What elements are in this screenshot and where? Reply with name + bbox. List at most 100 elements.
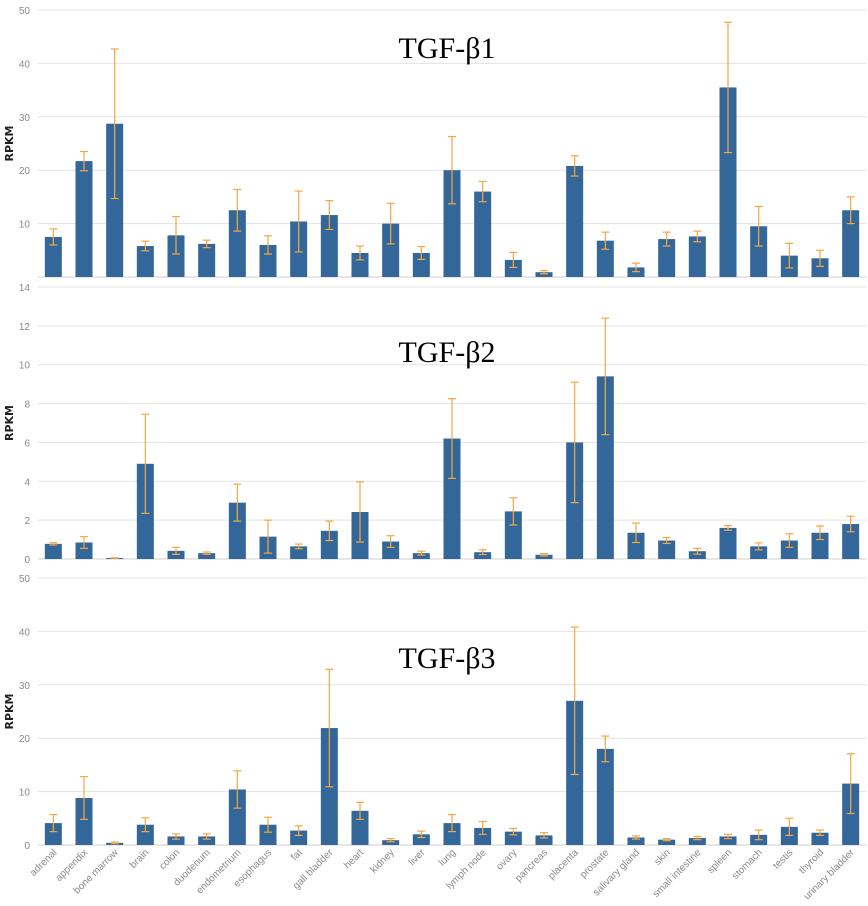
- x-tick-label: fat: [289, 847, 305, 863]
- y-tick-label: 20: [19, 734, 31, 745]
- bar-lung: [443, 170, 461, 277]
- bar-colon: [167, 836, 185, 845]
- y-tick-label: 10: [19, 361, 31, 372]
- bar-pancreas: [535, 554, 553, 559]
- bar-stomach: [750, 226, 768, 277]
- bar-small-intestine: [688, 236, 706, 277]
- bar-adrenal: [44, 543, 62, 559]
- bar-heart: [351, 810, 369, 845]
- bar-testis: [780, 540, 798, 559]
- bar-salivary-gland: [627, 532, 645, 559]
- y-tick-label: 8: [24, 400, 30, 411]
- bar-gall-bladder: [320, 215, 338, 277]
- x-tick-label: kidney: [369, 847, 397, 875]
- x-tick-label: stomach: [730, 847, 765, 882]
- bar-duodenum: [198, 553, 216, 559]
- x-tick-label: brain: [128, 847, 152, 871]
- x-tick-label: thyroid: [797, 847, 826, 876]
- bar-adrenal: [44, 236, 62, 277]
- bar-spleen: [719, 836, 737, 845]
- x-tick-label: ovary: [494, 847, 519, 872]
- bar-ovary: [504, 511, 522, 559]
- x-tick-label: placenta: [546, 847, 581, 882]
- y-tick-label: 30: [19, 681, 31, 692]
- bar-endometrium: [228, 502, 246, 559]
- bar-lymph-node: [474, 827, 492, 845]
- y-tick-label: 2: [24, 516, 30, 527]
- bar-thyroid: [811, 258, 829, 277]
- bar-spleen: [719, 87, 737, 278]
- bar-ovary: [504, 259, 522, 277]
- bar-appendix: [75, 798, 93, 845]
- bar-kidney: [382, 840, 400, 845]
- bar-esophagus: [259, 824, 277, 845]
- x-tick-label: lung: [437, 847, 458, 868]
- bar-gall-bladder: [320, 530, 338, 559]
- bar-lymph-node: [474, 552, 492, 559]
- bar-fat: [290, 830, 308, 845]
- bar-brain: [136, 824, 154, 845]
- bar-heart: [351, 252, 369, 277]
- x-tick-label: heart: [342, 847, 366, 871]
- y-axis-label: RPKM: [3, 125, 16, 161]
- bar-fat: [290, 546, 308, 559]
- bar-appendix: [75, 542, 93, 559]
- bar-endometrium: [228, 789, 246, 845]
- bar-thyroid: [811, 532, 829, 559]
- bar-urinary-bladder: [842, 524, 860, 559]
- bar-stomach: [750, 546, 768, 559]
- bar-thyroid: [811, 832, 829, 845]
- x-tick-label: skin: [652, 847, 672, 867]
- bar-liver: [412, 834, 430, 845]
- bar-urinary-bladder: [842, 783, 860, 845]
- bar-kidney: [382, 541, 400, 559]
- bar-kidney: [382, 223, 400, 277]
- bar-lung: [443, 438, 461, 559]
- bar-liver: [412, 553, 430, 559]
- bar-bone-marrow: [106, 123, 124, 277]
- bar-duodenum: [198, 836, 216, 845]
- bar-adrenal: [44, 823, 62, 845]
- bar-endometrium: [228, 210, 246, 277]
- bar-skin: [658, 239, 676, 277]
- y-axis-label: RPKM: [3, 693, 16, 729]
- x-tick-label: pancreas: [513, 847, 550, 884]
- y-tick-label: 10: [19, 220, 31, 231]
- bar-spleen: [719, 527, 737, 559]
- y-tick-label: 40: [19, 627, 31, 638]
- bar-colon: [167, 235, 185, 277]
- bar-skin: [658, 540, 676, 559]
- bar-urinary-bladder: [842, 210, 860, 277]
- panel-title: TGF-β1: [399, 32, 496, 65]
- bar-salivary-gland: [627, 837, 645, 845]
- bar-duodenum: [198, 243, 216, 277]
- y-tick-label: 14: [19, 283, 31, 294]
- y-tick-label: 30: [19, 113, 31, 124]
- y-tick-label: 20: [19, 166, 31, 177]
- x-tick-label: testis: [771, 847, 795, 871]
- bar-pancreas: [535, 835, 553, 845]
- bar-prostate: [596, 376, 614, 559]
- x-tick-label: liver: [407, 847, 428, 868]
- y-tick-label: 50: [19, 574, 31, 585]
- bar-brain: [136, 246, 154, 277]
- bar-esophagus: [259, 244, 277, 277]
- bar-skin: [658, 839, 676, 845]
- y-tick-label: 0: [24, 841, 30, 852]
- bar-ovary: [504, 831, 522, 845]
- y-tick-label: 40: [19, 59, 31, 70]
- y-tick-label: 0: [24, 555, 30, 566]
- bar-lung: [443, 823, 461, 845]
- x-tick-label: spleen: [706, 847, 735, 876]
- y-tick-label: 4: [24, 477, 30, 488]
- y-tick-label: 6: [24, 438, 30, 449]
- x-tick-label: colon: [157, 847, 182, 872]
- bar-pancreas: [535, 272, 553, 277]
- bar-prostate: [596, 748, 614, 845]
- bar-appendix: [75, 161, 93, 277]
- bar-lymph-node: [474, 191, 492, 277]
- bar-small-intestine: [688, 838, 706, 845]
- y-tick-label: 50: [19, 6, 31, 17]
- panel-title: TGF-β3: [399, 642, 496, 675]
